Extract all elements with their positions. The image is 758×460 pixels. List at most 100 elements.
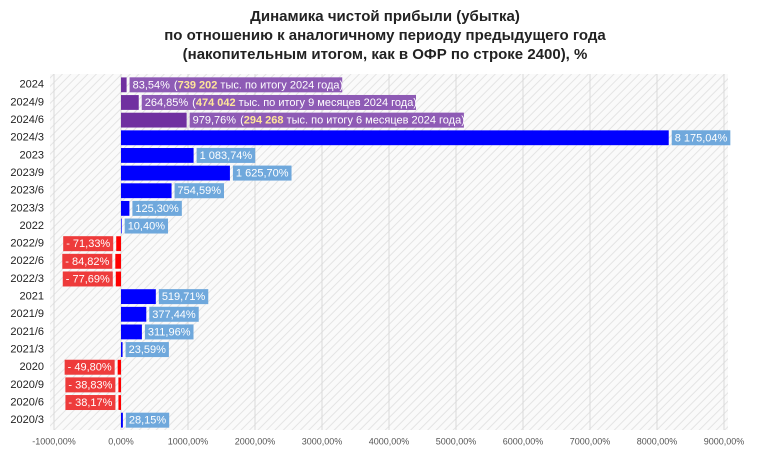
data-label-text: 10,40% [128,220,166,232]
bar [118,395,121,410]
annotation: тыс. по итогу 9 месяцев 2024 года) [236,97,417,109]
data-label-text: 311,96% [148,326,191,338]
label-box [63,236,114,252]
value-label: - 49,80% [68,362,112,374]
bar [121,218,122,234]
y-tick-label: 2023/6 [10,185,44,197]
label-box [62,271,113,287]
data-label: - 38,83% [65,377,116,393]
y-tick-label: 2024/3 [10,132,44,144]
value-label: 23,59% [129,344,167,356]
value-label: - 38,83% [68,379,112,391]
chart-title: по отношению к аналогичному периоду пред… [164,27,606,44]
label-box [144,324,194,340]
annotation: ( [240,115,244,127]
bar [121,324,142,340]
bar [121,148,194,163]
data-label: - 71,33% [63,236,114,252]
bar [121,200,130,216]
data-label: 1 083,74% [196,147,256,163]
bar [116,236,121,252]
data-label-text: - 84,82% [65,256,109,268]
data-label-text: - 49,80% [68,362,112,374]
x-tick-label: 4000,00% [369,436,410,446]
value-label: 1 083,74% [200,150,253,162]
data-label-text: 1 083,74% [200,150,253,162]
data-label: 125,30% [132,200,182,216]
data-label: - 77,69% [62,271,113,287]
y-tick-label: 2021/6 [10,326,44,338]
label-box [232,165,292,181]
annotation-bold: 474 042 [196,97,236,109]
x-tick-label: 6000,00% [503,436,544,446]
bar [121,77,127,93]
data-label-text: 125,30% [135,203,179,215]
data-label-text: 264,85% (474 042 тыс. по итогу 9 месяцев … [145,97,417,109]
value-label: 1 625,70% [236,167,289,179]
bar [121,306,147,322]
value-label: - 77,69% [66,273,110,285]
x-tick-label: 8000,00% [637,436,678,446]
y-tick-label: 2020/3 [10,414,44,426]
y-tick-label: 2021/9 [10,308,44,320]
data-label: 979,76% (294 268 тыс. по итогу 6 месяцев … [189,112,465,128]
label-box [129,77,343,93]
label-box [158,289,209,305]
annotation: тыс. по итогу 6 месяцев 2024 года) [284,115,465,127]
data-label-text: 1 625,70% [236,167,289,179]
y-tick-label: 2021 [20,291,44,303]
label-box [141,94,416,110]
value-label: 28,15% [129,415,167,427]
y-tick-label: 2022/3 [10,273,44,285]
value-label: 377,44% [152,309,196,321]
value-label: - 84,82% [65,256,109,268]
value-label: - 71,33% [66,238,110,250]
y-tick-label: 2024 [20,79,44,91]
data-label-text: 519,71% [162,291,206,303]
label-box [132,200,182,216]
label-box [125,342,169,358]
data-label-text: 8 175,04% [675,132,728,144]
bar [121,95,139,110]
label-box [65,395,116,411]
bar [117,359,121,375]
label-box [196,147,256,163]
bar [121,412,123,428]
data-label-text: 377,44% [152,309,196,321]
value-label: 125,30% [135,203,179,215]
y-tick-label: 2020 [20,361,44,373]
label-box [65,377,116,393]
data-label: 28,15% [125,412,170,428]
data-label-text: - 77,69% [66,273,110,285]
data-label-text: 754,59% [178,185,222,197]
label-box [671,130,731,146]
x-tick-label: -1000,00% [32,436,76,446]
value-label: 754,59% [178,185,222,197]
data-label: 519,71% [158,289,209,305]
y-tick-label: 2022/9 [10,238,44,250]
value-label: 8 175,04% [675,132,728,144]
y-tick-label: 2024/6 [10,114,44,126]
bar [115,271,121,287]
bar [118,377,121,393]
bar [121,342,123,357]
value-label: 311,96% [148,326,191,338]
data-label: 8 175,04% [671,130,731,146]
data-label: 10,40% [124,218,169,234]
chart-title: Динамика чистой прибыли (убытка) [250,8,520,25]
label-box [62,253,113,269]
y-tick-label: 2021/3 [10,343,44,355]
bar [121,112,187,128]
y-tick-label: 2023/9 [10,167,44,179]
data-label-text: - 38,83% [68,379,112,391]
data-label: 1 625,70% [232,165,292,181]
value-label: 979,76% [193,115,237,127]
value-label: 83,54% [133,79,171,91]
y-tick-label: 2023/3 [10,202,44,214]
data-label: - 38,17% [65,395,116,411]
data-label-text: - 71,33% [66,238,110,250]
data-label: - 84,82% [62,253,113,269]
bar [121,289,156,305]
data-label: 264,85% (474 042 тыс. по итогу 9 месяцев … [141,94,417,110]
